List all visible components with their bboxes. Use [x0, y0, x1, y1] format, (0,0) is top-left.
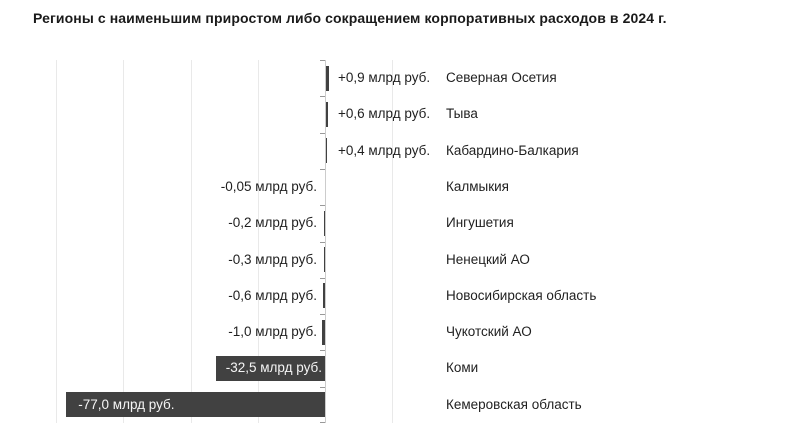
bar [321, 319, 325, 345]
value-label: +0,9 млрд руб. [338, 70, 431, 85]
region-label: Северная Осетия [446, 70, 557, 85]
axis-tick [320, 60, 325, 61]
value-label: +0,4 млрд руб. [338, 142, 431, 158]
region-label: Коми [446, 360, 479, 376]
region-label: Калмыкия [446, 178, 509, 194]
region-label: Новосибирская область [446, 287, 597, 303]
bar [326, 65, 330, 91]
value-label: -0,6 млрд руб. [228, 287, 317, 303]
axis-tick [320, 205, 325, 206]
zero-axis-line [325, 60, 326, 423]
bar [66, 392, 325, 418]
axis-tick [320, 242, 325, 243]
value-label: -77,0 млрд руб. [78, 396, 175, 412]
bar [326, 101, 329, 127]
value-label: +0,6 млрд руб. [338, 106, 431, 122]
value-label: -32,5 млрд руб. [225, 360, 322, 376]
chart: +0,9 млрд руб. Северная Осетия +0,6 млрд р… [0, 60, 804, 423]
axis-tick [320, 387, 325, 388]
region-label: Чукотский АО [446, 324, 532, 340]
value-label: -1,0 млрд руб. [228, 324, 317, 340]
bar [322, 283, 325, 309]
axis-tick [320, 133, 325, 134]
gridline [257, 60, 259, 423]
axis-tick [320, 422, 325, 423]
bar [326, 138, 328, 164]
gridline [190, 60, 192, 423]
axis-tick [320, 96, 325, 97]
gridline [392, 60, 394, 423]
region-label: Ингушетия [446, 215, 514, 231]
value-label: -0,2 млрд руб. [228, 215, 317, 231]
value-label: -0,3 млрд руб. [228, 251, 317, 267]
bar [324, 210, 325, 236]
axis-tick [320, 169, 325, 170]
region-label: Ненецкий АО [446, 251, 530, 267]
axis-tick [320, 350, 325, 351]
region-label: Тыва [446, 106, 478, 122]
region-label: Кемеровская область [446, 396, 582, 412]
axis-tick [320, 278, 325, 279]
value-label: -0,05 млрд руб. [220, 178, 317, 194]
region-label: Кабардино-Балкария [446, 142, 579, 158]
bar [323, 247, 325, 273]
axis-tick [320, 314, 325, 315]
gridline [123, 60, 125, 423]
chart-title: Регионы с наименьшим приростом либо сокр… [33, 10, 667, 26]
bar [215, 356, 325, 382]
gridline [56, 60, 58, 423]
